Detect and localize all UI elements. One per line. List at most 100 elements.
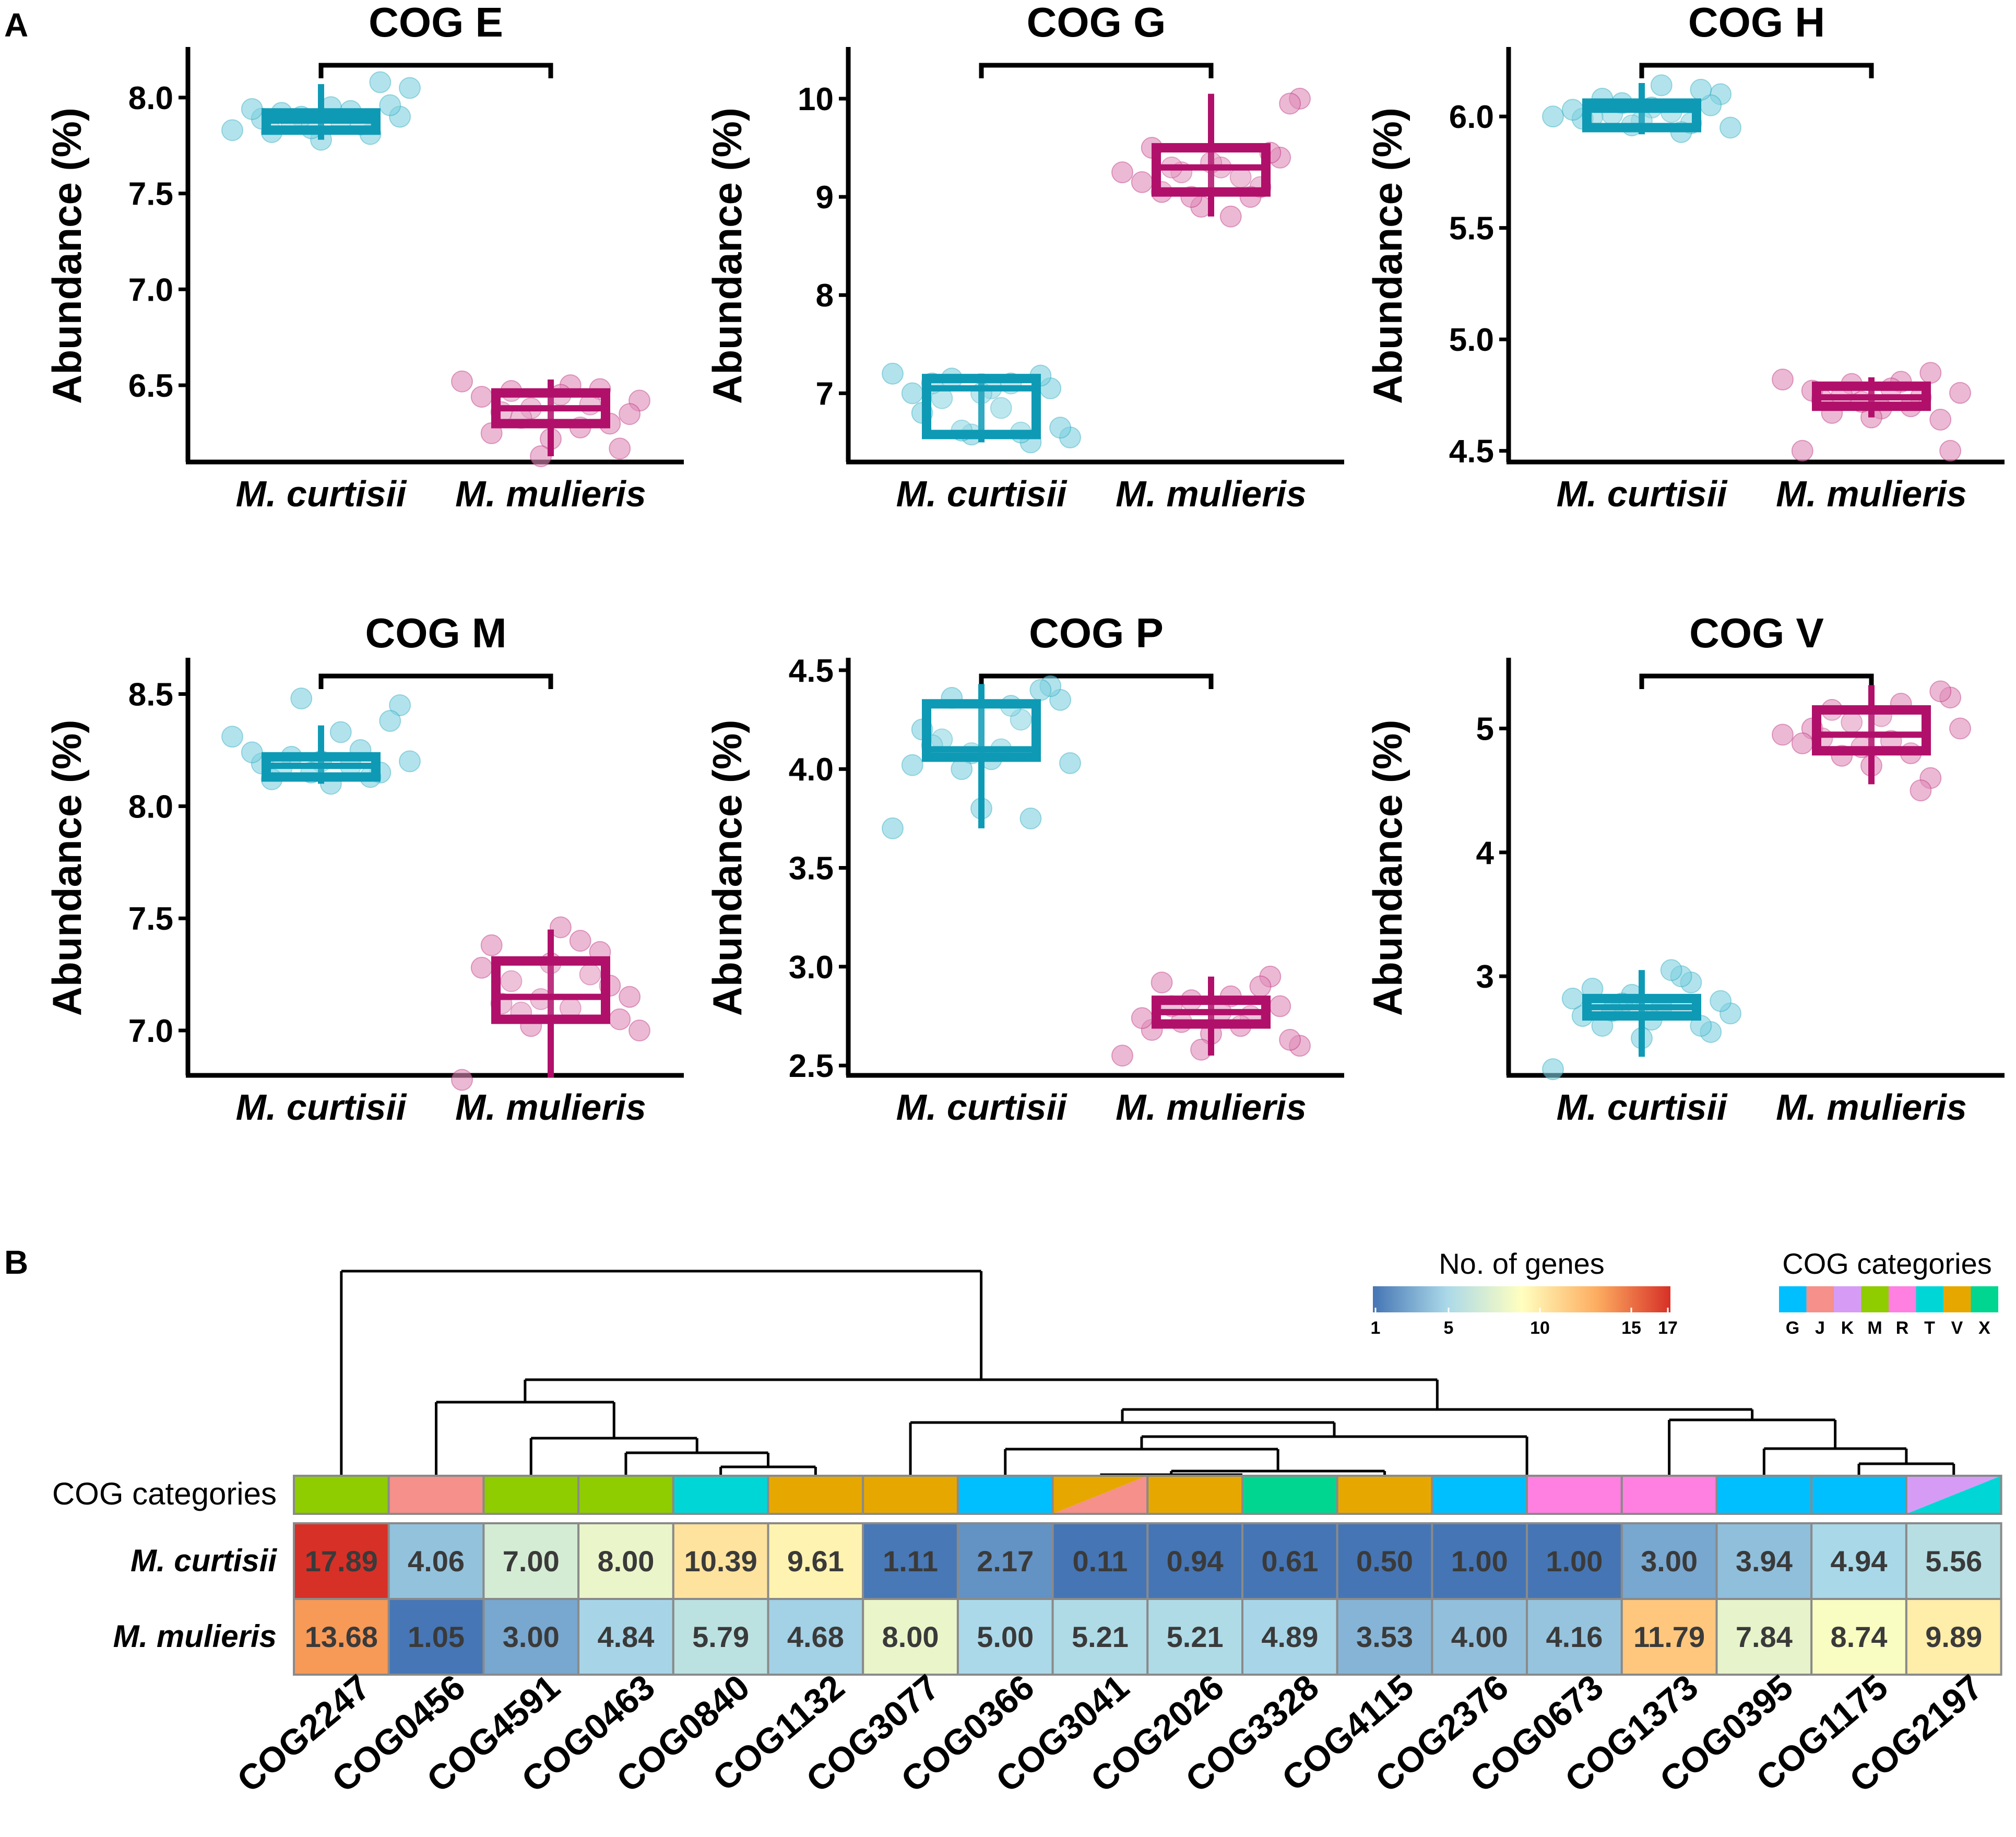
category-legend-swatch	[1943, 1286, 1971, 1312]
data-point	[1772, 369, 1794, 390]
category-cell	[578, 1476, 673, 1514]
heatmap-cell	[1146, 1598, 1244, 1676]
heatmap-cell	[1241, 1598, 1338, 1676]
y-tick-label: 7.5	[128, 176, 173, 212]
category-legend-code: V	[1951, 1318, 1963, 1338]
y-tick-label: 7.0	[128, 272, 173, 308]
heatmap-cell	[1715, 1522, 1813, 1600]
category-cell	[1432, 1476, 1527, 1514]
heatmap-cell	[387, 1598, 485, 1676]
data-point	[619, 986, 641, 1008]
heatmap-cell-value: 5.21	[1167, 1620, 1224, 1653]
heatmap-cell-value: 17.89	[305, 1545, 378, 1578]
heatmap-cell-value: 13.68	[305, 1620, 378, 1653]
colorbar-title: No. of genes	[1439, 1247, 1605, 1280]
data-point	[1151, 971, 1173, 994]
heatmap-cell-value: 9.61	[787, 1545, 844, 1578]
category-legend-swatch	[1916, 1286, 1943, 1312]
data-point	[569, 930, 591, 952]
heatmap-cell	[293, 1522, 390, 1600]
y-tick-label: 4.0	[789, 752, 834, 788]
heatmap-cell-value: 2.17	[977, 1545, 1034, 1578]
data-point	[1249, 975, 1272, 998]
panel-b-label: B	[4, 1243, 28, 1281]
data-point	[628, 1020, 650, 1042]
y-tick-label: 7	[816, 376, 834, 412]
heatmap-cell	[1810, 1598, 1907, 1676]
category-cell	[1052, 1476, 1148, 1514]
y-tick-label: 4.5	[1449, 434, 1494, 470]
data-point	[1719, 116, 1741, 139]
heatmap-cell-value: 4.89	[1261, 1620, 1318, 1653]
y-axis-label: Abundance (%)	[704, 108, 750, 404]
data-point	[609, 437, 631, 460]
chart-title: COG M	[365, 610, 506, 656]
dendrogram	[340, 1270, 1955, 1487]
category-legend-code: M	[1867, 1318, 1882, 1338]
y-tick-label: 8	[816, 278, 834, 314]
heatmap-cell	[672, 1598, 769, 1676]
colorbar-tick-label: 10	[1530, 1318, 1550, 1338]
heatmap-cell-value: 4.68	[787, 1620, 844, 1653]
heatmap-cell-value: 1.05	[408, 1620, 465, 1653]
boxplot-cog-g: COG G Abundance (%) 7 8 9 10 M. curtisii M. mul…	[704, 0, 1344, 514]
x-tick-label: M. mulieris	[1776, 1087, 1967, 1128]
box	[1812, 705, 1931, 756]
significance-bracket	[979, 63, 1214, 78]
chart-title: COG H	[1688, 0, 1825, 45]
x-tick-label: M. mulieris	[1116, 473, 1307, 514]
heatmap-cell-value: 5.00	[977, 1620, 1034, 1653]
data-point	[451, 1069, 473, 1091]
data-point	[1019, 807, 1042, 829]
category-legend-code: R	[1896, 1318, 1909, 1338]
data-point	[1542, 105, 1564, 128]
data-point	[1929, 408, 1952, 431]
data-point	[369, 71, 392, 93]
x-tick-label: M. mulieris	[1776, 473, 1967, 514]
data-point	[1131, 171, 1153, 193]
heatmap-cell-value: 1.00	[1546, 1545, 1603, 1578]
x-tick-label: M. curtisii	[1557, 1087, 1728, 1128]
data-point	[1929, 680, 1952, 703]
data-point	[901, 382, 923, 405]
heatmap-cell-value: 8.00	[882, 1620, 939, 1653]
category-cell	[1242, 1476, 1337, 1514]
row-label: M. mulieris	[113, 1619, 277, 1654]
data-point	[399, 750, 421, 773]
data-point	[379, 710, 401, 732]
x-tick-label: M. mulieris	[455, 1087, 646, 1128]
x-tick-label: M. curtisii	[896, 473, 1068, 514]
category-cell	[1716, 1476, 1812, 1514]
significance-bracket	[1639, 673, 1874, 689]
heatmap-cell-value: 4.16	[1546, 1620, 1603, 1653]
data-point	[1059, 752, 1081, 774]
data-point	[1650, 74, 1673, 97]
heatmap-cell	[1241, 1522, 1338, 1600]
data-point	[241, 741, 263, 764]
category-row-label: COG categories	[52, 1476, 277, 1511]
data-point	[1219, 205, 1242, 228]
data-point	[1939, 440, 1962, 462]
data-point	[221, 119, 243, 141]
heatmap-cell-value: 8.00	[597, 1545, 654, 1578]
data-point	[329, 721, 352, 743]
category-cell	[1527, 1476, 1622, 1514]
data-point	[241, 98, 263, 120]
heatmap-cell	[1526, 1598, 1623, 1676]
category-legend-swatch	[1971, 1286, 1998, 1312]
colorbar-tick-label: 17	[1658, 1318, 1678, 1338]
data-point	[1772, 724, 1794, 746]
x-tick-label: M. curtisii	[1557, 473, 1728, 514]
data-point	[1919, 362, 1942, 384]
data-point	[1561, 987, 1584, 1010]
heatmap-cell-value: 8.74	[1831, 1620, 1888, 1653]
y-tick-label: 7.0	[128, 1013, 173, 1049]
category-cell	[483, 1476, 579, 1514]
data-point	[1111, 1045, 1133, 1067]
significance-bracket	[1639, 63, 1874, 78]
data-point	[1029, 679, 1052, 701]
box	[491, 956, 610, 1024]
heatmap-cell-value: 0.50	[1356, 1545, 1413, 1578]
data-point	[1949, 717, 1971, 740]
